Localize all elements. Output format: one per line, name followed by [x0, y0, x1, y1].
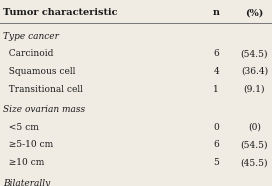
Text: (%): (%): [245, 8, 264, 17]
Text: 6: 6: [213, 49, 219, 58]
Text: Bilaterally: Bilaterally: [3, 179, 50, 186]
Text: Carcinoid: Carcinoid: [3, 49, 53, 58]
Text: ≥10 cm: ≥10 cm: [3, 158, 44, 167]
Text: Tumor characteristic: Tumor characteristic: [3, 8, 117, 17]
Text: (45.5): (45.5): [240, 158, 268, 167]
Text: Transitional cell: Transitional cell: [3, 85, 83, 94]
Text: Squamous cell: Squamous cell: [3, 67, 75, 76]
Text: <5 cm: <5 cm: [3, 123, 39, 132]
Text: n: n: [213, 8, 220, 17]
Text: (54.5): (54.5): [240, 140, 268, 149]
Text: (0): (0): [248, 123, 261, 132]
Text: Type cancer: Type cancer: [3, 32, 58, 41]
Text: 6: 6: [213, 140, 219, 149]
Text: 0: 0: [213, 123, 219, 132]
Text: ≥5-10 cm: ≥5-10 cm: [3, 140, 53, 149]
Text: 1: 1: [213, 85, 219, 94]
Text: 5: 5: [213, 158, 219, 167]
Text: (54.5): (54.5): [240, 49, 268, 58]
Text: (9.1): (9.1): [243, 85, 265, 94]
Text: (36.4): (36.4): [241, 67, 268, 76]
Text: 4: 4: [213, 67, 219, 76]
Text: Size ovarian mass: Size ovarian mass: [3, 105, 85, 114]
